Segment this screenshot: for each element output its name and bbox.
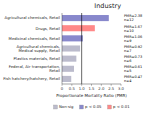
n-label: n=6 [124,59,131,63]
category-label-line: Fish hatchery/hatchery, Retail [3,76,60,81]
category-label-line: Drugs, Retail [36,26,60,31]
category-label-line: Retail [49,68,60,73]
n-label: n=10 [124,29,134,33]
y-axis-line [62,13,63,84]
x-axis-label: Proportionate Mortality Ratio (PMR) [56,93,127,98]
legend-swatch [107,105,111,109]
n-label: n=9 [124,39,131,43]
legend-label: p < 0.01 [113,104,130,109]
bar [62,76,71,82]
bar [62,15,109,21]
x-tick-label: 2.0 [98,86,105,91]
category-label: Fish hatchery/hatchery, Retail [3,76,60,81]
x-tick-label: 0 [61,86,64,91]
x-tick-label: 2.5 [108,86,115,91]
legend-swatch [53,105,57,109]
category-label: Plastics materials, Retail [14,56,60,61]
x-tick-label: 3.0 [118,86,125,91]
n-label: n=7 [124,49,131,53]
n-label: n=4 [124,79,132,83]
bar [62,45,80,51]
legend-label: Non-sig [59,104,74,109]
bar [62,25,95,31]
category-label-line: Medical supply, Retail [19,48,60,53]
legend-label: p < 0.05 [85,104,102,109]
title: Industry [94,2,121,10]
bar [62,66,74,72]
bar [62,56,76,62]
x-tick-label: 1.5 [88,86,95,91]
category-label: Federal, Air transportation,Retail [9,64,60,73]
category-label-line: Agricultural chemicals, Retail [5,15,60,20]
chart: Industry 0 0.51.01.52.02.53.0 Proportionate… [0,0,162,135]
category-label-line: Plastics materials, Retail [14,56,60,61]
category-label-line: Medicinal chemicals, Retail [9,36,60,41]
category-label: Medicinal chemicals, Retail [9,36,60,41]
category-label: Agricultural chemicals,Medical supply, R… [17,44,60,53]
category-label: Drugs, Retail [36,26,60,31]
category-label: Agricultural chemicals, Retail [5,15,60,20]
reference-line [81,13,82,84]
n-label: n=5 [124,69,131,73]
x-tick-label: 1.0 [79,86,86,91]
bars [62,13,109,84]
legend: Non-sig p < 0.05 p < 0.01 [53,104,130,109]
x-tick-label: 0.5 [69,86,76,91]
n-label: n=12 [124,18,134,22]
bar [62,35,83,41]
legend-swatch [79,105,83,109]
